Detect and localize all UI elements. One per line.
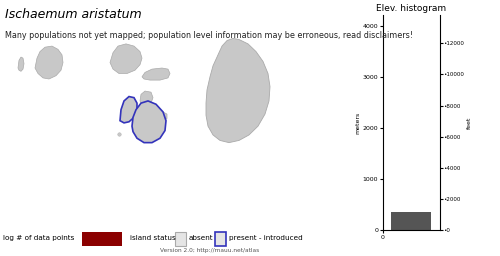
Text: absent: absent bbox=[189, 235, 214, 241]
Text: Version 2.0; http://mauu.net/atlas: Version 2.0; http://mauu.net/atlas bbox=[160, 248, 260, 253]
Text: log # of data points: log # of data points bbox=[3, 235, 74, 241]
Polygon shape bbox=[35, 46, 63, 79]
Polygon shape bbox=[132, 101, 166, 143]
Text: island status: island status bbox=[130, 235, 176, 241]
Polygon shape bbox=[18, 57, 24, 71]
Text: present - introduced: present - introduced bbox=[229, 235, 303, 241]
Polygon shape bbox=[142, 68, 170, 80]
FancyBboxPatch shape bbox=[175, 232, 186, 246]
Text: Ischaemum aristatum: Ischaemum aristatum bbox=[5, 8, 141, 21]
Y-axis label: feet: feet bbox=[466, 117, 471, 129]
Polygon shape bbox=[140, 91, 153, 105]
Polygon shape bbox=[110, 44, 142, 73]
FancyBboxPatch shape bbox=[215, 232, 226, 246]
Polygon shape bbox=[206, 38, 270, 143]
Polygon shape bbox=[158, 112, 167, 121]
Text: Many populations not yet mapped; population level information may be erroneous, : Many populations not yet mapped; populat… bbox=[5, 31, 413, 40]
Polygon shape bbox=[120, 97, 137, 123]
FancyBboxPatch shape bbox=[82, 232, 122, 246]
Y-axis label: meters: meters bbox=[355, 112, 360, 134]
Bar bbox=[391, 212, 432, 230]
Title: Elev. histogram: Elev. histogram bbox=[376, 4, 446, 13]
